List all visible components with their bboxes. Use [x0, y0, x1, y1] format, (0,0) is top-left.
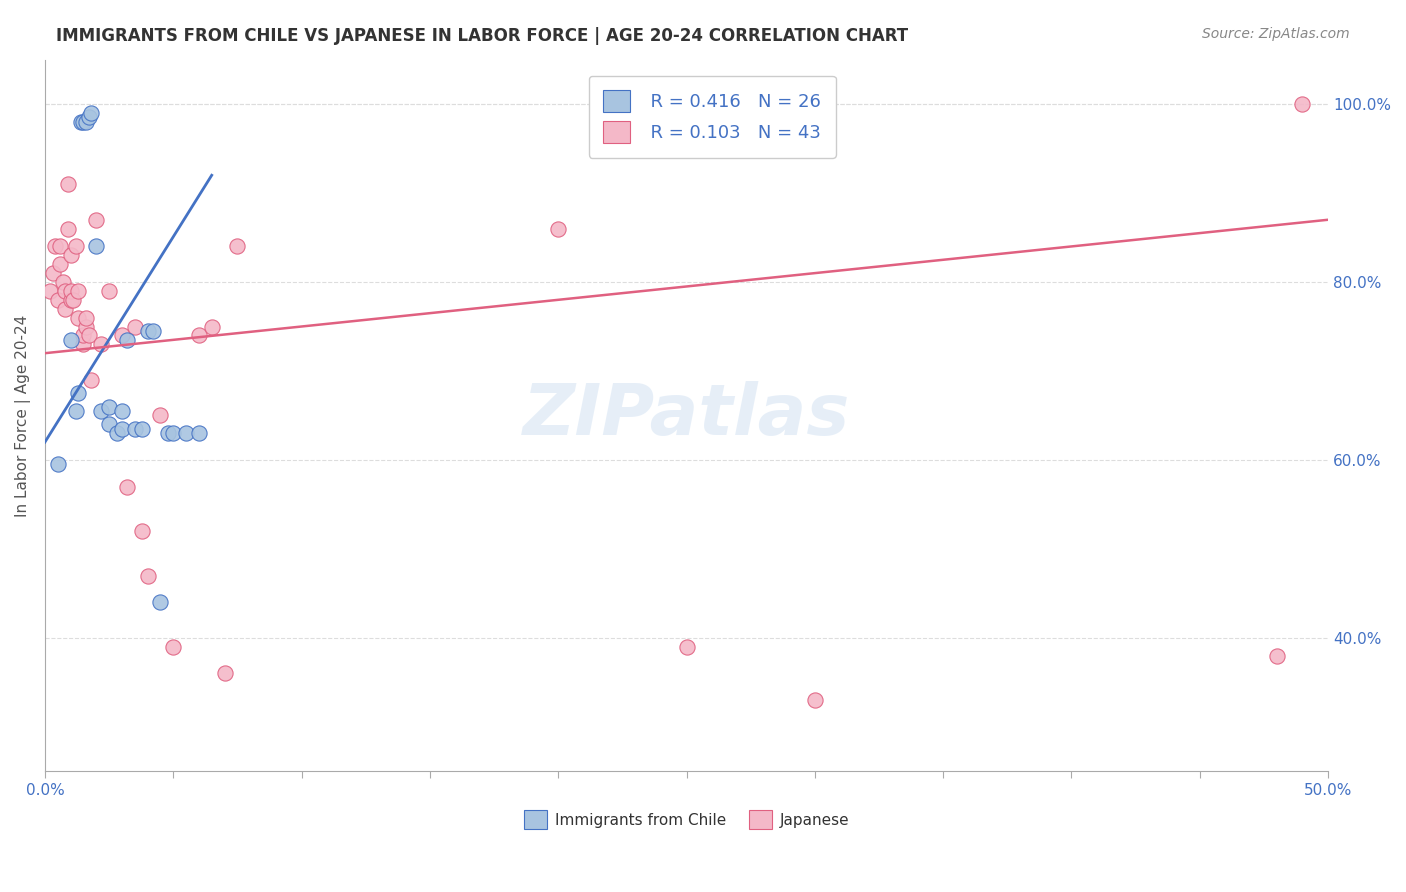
Point: [142, 324, 165, 338]
Point: [80, 373, 103, 387]
Point: [547, 221, 569, 235]
Point: [52, 275, 75, 289]
Point: [69, 115, 91, 129]
Point: [124, 422, 146, 436]
Point: [67, 386, 90, 401]
Point: [90, 337, 112, 351]
Point: [157, 426, 180, 441]
Point: [56, 221, 79, 235]
Point: [131, 422, 153, 436]
Point: [162, 640, 184, 654]
Point: [67, 310, 90, 325]
Y-axis label: In Labor Force | Age 20-24: In Labor Force | Age 20-24: [15, 314, 31, 516]
Point: [111, 328, 134, 343]
Point: [1265, 648, 1288, 663]
Text: IMMIGRANTS FROM CHILE VS JAPANESE IN LABOR FORCE | AGE 20-24 CORRELATION CHART: IMMIGRANTS FROM CHILE VS JAPANESE IN LAB…: [56, 27, 908, 45]
Point: [98, 400, 121, 414]
Point: [162, 426, 184, 441]
Point: [136, 324, 159, 338]
Text: Source: ZipAtlas.com: Source: ZipAtlas.com: [1202, 27, 1350, 41]
Point: [84, 212, 107, 227]
Point: [49, 239, 72, 253]
Point: [46, 458, 69, 472]
Point: [131, 524, 153, 538]
Point: [80, 106, 103, 120]
Point: [226, 239, 249, 253]
Point: [149, 595, 172, 609]
Point: [115, 480, 138, 494]
Point: [201, 319, 224, 334]
Point: [77, 328, 100, 343]
Point: [56, 177, 79, 191]
Point: [62, 293, 84, 307]
Point: [124, 319, 146, 334]
Text: ZIPatlas: ZIPatlas: [523, 381, 851, 450]
Point: [72, 328, 94, 343]
Point: [75, 310, 97, 325]
Point: [41, 266, 63, 280]
Point: [72, 337, 94, 351]
Point: [149, 409, 172, 423]
Legend: Immigrants from Chile, Japanese: Immigrants from Chile, Japanese: [517, 804, 855, 835]
Point: [49, 257, 72, 271]
Point: [44, 239, 66, 253]
Point: [98, 417, 121, 432]
Point: [55, 284, 77, 298]
Point: [72, 115, 94, 129]
Point: [1291, 97, 1313, 112]
Point: [111, 422, 134, 436]
Point: [90, 404, 112, 418]
Point: [84, 239, 107, 253]
Point: [187, 426, 209, 441]
Point: [39, 284, 62, 298]
Point: [675, 640, 697, 654]
Point: [187, 328, 209, 343]
Point: [98, 284, 121, 298]
Point: [65, 239, 87, 253]
Point: [214, 666, 236, 681]
Point: [105, 426, 128, 441]
Point: [75, 115, 97, 129]
Point: [115, 333, 138, 347]
Point: [46, 293, 69, 307]
Point: [174, 426, 197, 441]
Point: [59, 248, 82, 262]
Point: [111, 404, 134, 418]
Point: [59, 333, 82, 347]
Point: [136, 568, 159, 582]
Point: [59, 293, 82, 307]
Point: [59, 284, 82, 298]
Point: [77, 111, 100, 125]
Point: [65, 404, 87, 418]
Point: [55, 301, 77, 316]
Point: [75, 319, 97, 334]
Point: [804, 693, 827, 707]
Point: [67, 284, 90, 298]
